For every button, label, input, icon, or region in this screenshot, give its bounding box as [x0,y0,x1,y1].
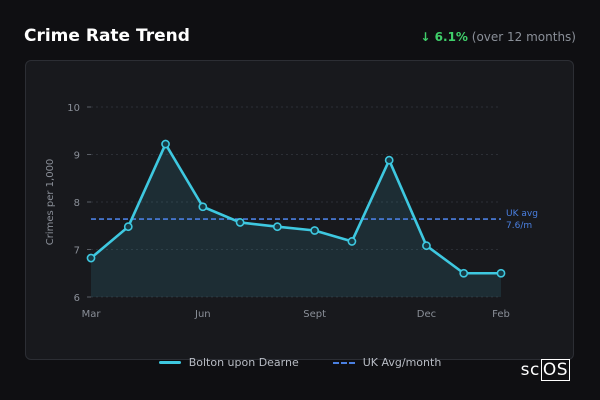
legend-swatch-average [332,361,355,364]
x-tick-label: Mar [82,309,102,320]
legend-swatch-series [158,361,181,364]
legend-label-average: UK Avg/month [362,356,442,369]
y-tick-label: 8 [74,198,80,209]
data-point [347,237,357,246]
change-indicator: ↓ 6.1% (over 12 months) [420,30,576,44]
chart-title: Crime Rate Trend [24,26,190,46]
chart-panel [25,60,574,360]
average-label-line1: UK avg [506,209,538,219]
x-tick-label: Feb [492,309,510,320]
change-value: 6.1% [434,30,468,44]
y-tick-label: 10 [67,103,80,114]
data-point [459,268,469,278]
average-label-line2: 7.6/m [506,221,532,231]
brand-suffix: OS [540,359,570,381]
data-point [86,253,96,263]
data-point [235,218,245,227]
data-point [384,155,394,165]
data-point [310,226,320,235]
data-point [161,139,170,149]
change-note: (over 12 months) [471,30,576,44]
x-tick-label: Jun [194,309,211,320]
brand-prefix: sc [520,360,540,380]
y-axis-label: Crimes per 1,000 [45,159,56,246]
x-tick-label: Sept [303,309,326,320]
down-arrow-icon: ↓ [420,30,431,44]
legend-item-average[interactable]: UK Avg/month [332,356,442,369]
series-area [91,144,501,297]
data-point [422,241,431,251]
y-tick-label: 7 [74,246,80,257]
data-point [272,222,282,232]
legend-label-series: Bolton upon Dearne [188,356,299,369]
legend-item-series[interactable]: Bolton upon Dearne [158,356,299,369]
brand-logo: sc OS [520,359,570,381]
y-tick-label: 9 [74,151,80,162]
chart-legend: Bolton upon Dearne UK Avg/month [0,356,600,369]
x-tick-label: Dec [417,309,436,320]
change-delta: ↓ 6.1% [420,30,468,44]
data-point [496,268,506,278]
series-line [90,142,501,275]
data-point [123,222,133,232]
data-point [198,202,208,212]
y-tick-label: 6 [74,293,80,304]
